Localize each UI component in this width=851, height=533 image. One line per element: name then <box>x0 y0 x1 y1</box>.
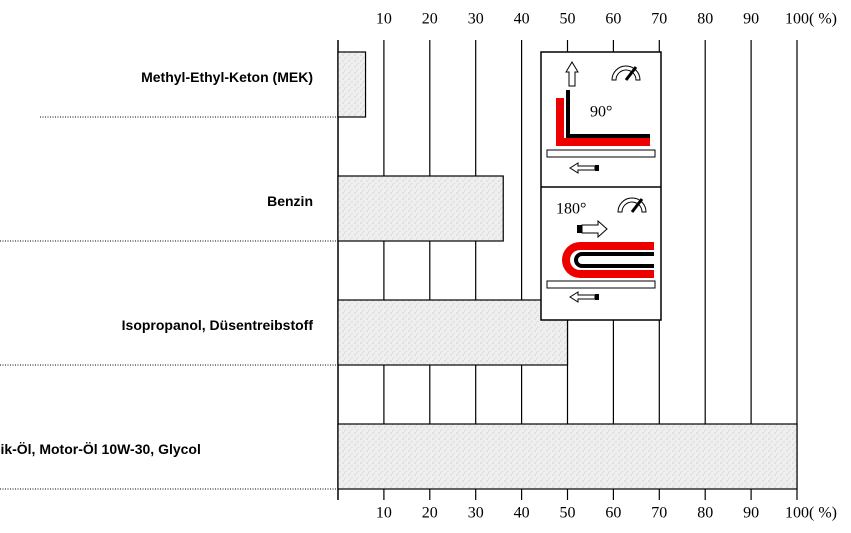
category-label: ulik-Öl, Motor-Öl 10W-30, Glycol <box>0 441 201 457</box>
plate <box>547 281 655 288</box>
x-tick-label: 20 <box>422 11 438 28</box>
category-label: Benzin <box>267 193 313 209</box>
x-tick-label: 60 <box>605 505 621 522</box>
x-tick-label: 10 <box>376 505 392 522</box>
x-tick-label: 80 <box>697 11 713 28</box>
x-tick-label: 90 <box>743 505 759 522</box>
bar <box>338 176 503 241</box>
x-tick-label: 30 <box>468 11 484 28</box>
bar <box>338 300 568 365</box>
chart: 10 10 20 20 30 30 40 40 50 50 60 60 70 70 80 80 90 90 100(… <box>0 0 851 533</box>
x-tick-label: 40 <box>514 505 530 522</box>
x-tick-label: 100( %) <box>785 505 837 522</box>
inset-frame <box>541 52 661 320</box>
x-tick-label: 30 <box>468 505 484 522</box>
bar <box>338 424 797 489</box>
x-tick-label: 20 <box>422 505 438 522</box>
bar <box>338 52 366 117</box>
category-label: Methyl-Ethyl-Keton (MEK) <box>141 69 313 85</box>
category-label: Isopropanol, Düsentreibstoff <box>122 317 314 333</box>
arrow-tail <box>577 225 582 233</box>
x-tick-label: 60 <box>605 11 621 28</box>
x-tick-label: 50 <box>560 505 576 522</box>
x-tick-label: 40 <box>514 11 530 28</box>
x-tick-label: 90 <box>743 11 759 28</box>
angle-label: 180° <box>556 201 586 218</box>
x-tick-label: 70 <box>651 11 667 28</box>
x-tick-label: 80 <box>697 505 713 522</box>
x-tick-label: 70 <box>651 505 667 522</box>
x-tick-label: 100( %) <box>785 11 837 28</box>
angle-label: 90° <box>590 104 612 121</box>
x-tick-label: 50 <box>560 11 576 28</box>
plate <box>547 150 655 157</box>
x-tick-label: 10 <box>376 11 392 28</box>
bars: Methyl-Ethyl-Keton (MEK) Benzin Isopropano… <box>0 52 797 489</box>
arrow-tail <box>595 294 599 300</box>
arrow-tail <box>595 165 599 171</box>
inset-diagram: 90° 180° <box>541 52 661 320</box>
